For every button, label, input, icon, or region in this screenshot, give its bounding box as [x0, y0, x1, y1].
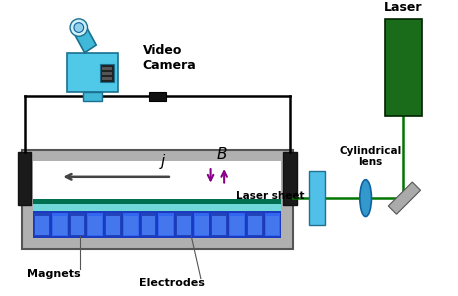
Bar [229, 213, 245, 236]
Text: Laser: Laser [384, 1, 423, 14]
Bar [102, 77, 112, 80]
Bar [159, 215, 173, 235]
Bar [230, 215, 244, 235]
Bar [124, 215, 137, 235]
Text: Laser sheet: Laser sheet [236, 191, 305, 201]
Bar [176, 213, 192, 236]
Bar [35, 215, 49, 235]
Text: $j$: $j$ [159, 152, 167, 171]
Bar [195, 215, 208, 235]
Bar [142, 215, 155, 235]
Bar [33, 204, 281, 211]
Bar [213, 215, 226, 235]
Bar [53, 215, 67, 235]
Polygon shape [388, 182, 420, 214]
Bar [283, 152, 297, 205]
Text: Video
Camera: Video Camera [143, 44, 196, 72]
Bar [266, 215, 279, 235]
Text: Cylindrical
lens: Cylindrical lens [339, 146, 402, 167]
Bar [102, 72, 112, 75]
Bar [310, 171, 325, 225]
Bar [33, 199, 281, 204]
Bar [18, 152, 31, 205]
Bar [158, 213, 174, 236]
Text: Electrodes: Electrodes [139, 278, 205, 288]
Bar [71, 215, 84, 235]
Bar [34, 213, 50, 236]
Bar [248, 215, 262, 235]
Bar [385, 19, 422, 116]
Bar [33, 161, 281, 238]
Bar [70, 213, 86, 236]
Bar [102, 67, 112, 70]
Bar [22, 150, 293, 250]
Circle shape [74, 23, 84, 32]
Text: $B$: $B$ [217, 146, 228, 162]
Bar [88, 215, 102, 235]
Bar [52, 213, 68, 236]
Circle shape [70, 19, 87, 36]
Bar [100, 65, 114, 82]
Bar [106, 215, 120, 235]
Polygon shape [73, 24, 96, 53]
Text: Magnets: Magnets [27, 268, 81, 279]
Bar [87, 213, 103, 236]
Bar [148, 91, 166, 101]
Ellipse shape [360, 180, 371, 217]
Bar [33, 211, 281, 238]
Bar [265, 213, 280, 236]
Bar [67, 53, 118, 91]
Bar [123, 213, 139, 236]
Bar [212, 213, 227, 236]
Bar [194, 213, 209, 236]
Bar [105, 213, 121, 236]
Bar [177, 215, 191, 235]
Bar [82, 91, 102, 101]
Bar [141, 213, 156, 236]
Bar [247, 213, 262, 236]
